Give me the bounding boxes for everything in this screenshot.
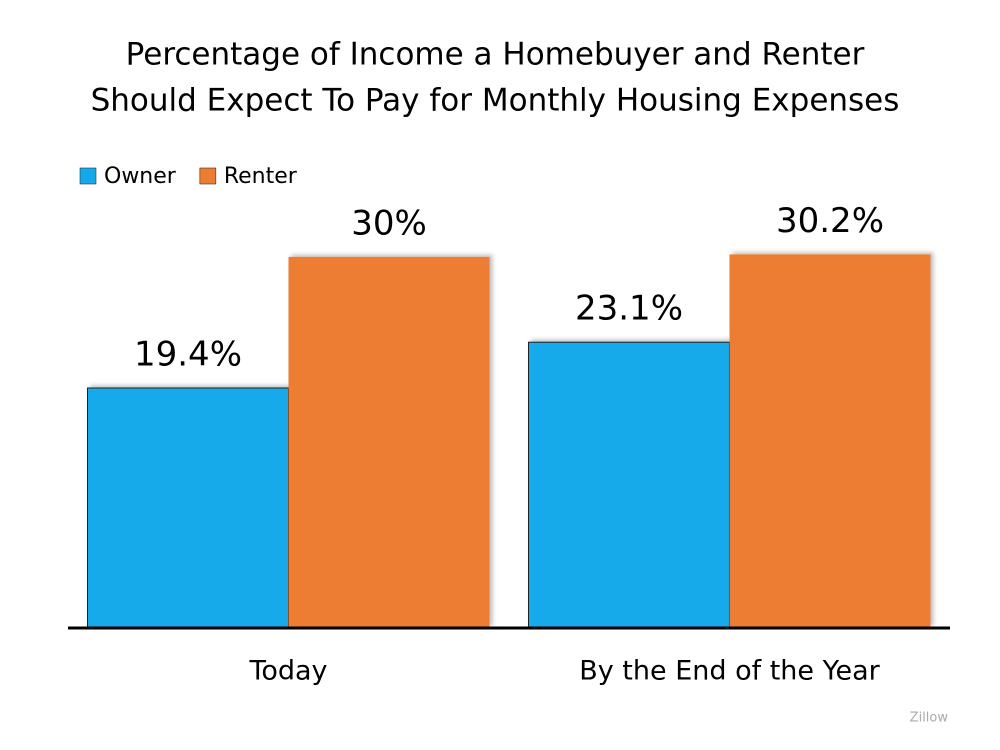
legend-label: Renter xyxy=(224,164,298,189)
bar xyxy=(528,341,730,629)
value-label: 23.1% xyxy=(575,289,683,329)
bar xyxy=(729,254,931,628)
bar xyxy=(288,256,490,628)
chart-title: Should Expect To Pay for Monthly Housing… xyxy=(91,83,900,119)
value-label: 30% xyxy=(351,203,427,243)
legend-swatch xyxy=(79,167,97,185)
value-label: 19.4% xyxy=(134,334,242,374)
legend-label: Owner xyxy=(104,164,177,189)
bar xyxy=(87,387,289,629)
legend-swatch xyxy=(199,167,217,185)
chart-title: Percentage of Income a Homebuyer and Ren… xyxy=(126,37,865,73)
x-tick-label: Today xyxy=(248,656,327,687)
value-label: 30.2% xyxy=(776,201,884,241)
x-tick-label: By the End of the Year xyxy=(579,656,880,687)
source: Zillow xyxy=(910,711,949,726)
